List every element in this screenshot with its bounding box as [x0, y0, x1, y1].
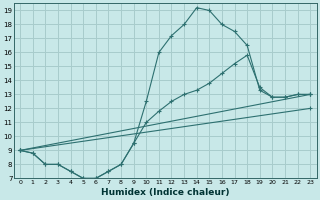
X-axis label: Humidex (Indice chaleur): Humidex (Indice chaleur): [101, 188, 229, 197]
